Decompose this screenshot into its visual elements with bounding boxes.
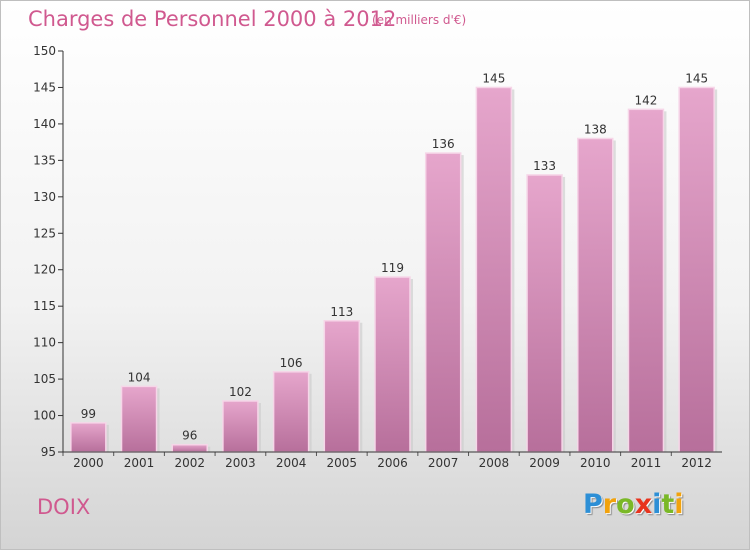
data-label: 136 (432, 137, 455, 151)
y-tick-label: 100 (33, 409, 56, 423)
y-tick-label: 105 (33, 372, 56, 386)
x-tick-label: 2007 (428, 456, 459, 470)
x-tick-label: 2012 (681, 456, 712, 470)
chart-subtitle: (en milliers d'€) (372, 13, 467, 27)
bar-2000 (70, 422, 107, 453)
logo-letter: t (661, 489, 675, 520)
data-label: 102 (229, 385, 252, 399)
bars-group (70, 86, 718, 453)
x-tick-label: 2009 (529, 456, 560, 470)
x-tick-label: 2002 (174, 456, 205, 470)
bar-2012 (678, 86, 715, 453)
x-tick-label: 2010 (580, 456, 611, 470)
x-tick-label: 2003 (225, 456, 256, 470)
data-label: 119 (381, 261, 404, 275)
data-label: 142 (635, 93, 658, 107)
x-tick-label: 2008 (479, 456, 510, 470)
labels-group: 99 2000 104 2001 96 2002 102 2003 106 2004 113 2005… (33, 44, 712, 470)
data-label: 104 (128, 370, 151, 384)
data-label: 113 (330, 305, 353, 319)
bar-2009 (526, 174, 563, 453)
bar-2003 (222, 400, 259, 453)
x-tick-label: 2001 (124, 456, 155, 470)
y-tick-label: 120 (33, 263, 56, 277)
logo-letter: i (674, 489, 684, 520)
logo-letter: x (634, 489, 653, 520)
axes-group (58, 50, 722, 456)
y-tick-label: 140 (33, 117, 56, 131)
bar-2008 (475, 86, 513, 453)
x-tick-label: 2006 (377, 456, 408, 470)
data-label: 133 (533, 159, 556, 173)
data-label: 145 (482, 71, 505, 85)
data-label: 138 (584, 122, 607, 136)
y-tick-label: 95 (41, 445, 56, 459)
data-label: 106 (280, 356, 303, 370)
data-label: 96 (182, 429, 197, 443)
logo-letter: o (616, 489, 635, 520)
data-label: 145 (685, 71, 708, 85)
y-tick-label: 150 (33, 44, 56, 58)
y-tick-label: 135 (33, 153, 56, 167)
y-tick-label: 130 (33, 190, 56, 204)
bar-2004 (272, 371, 310, 453)
x-tick-label: 2004 (276, 456, 307, 470)
bar-2001 (120, 385, 158, 453)
bar-2011 (627, 108, 665, 453)
y-tick-label: 115 (33, 299, 56, 313)
logo-letter: r (602, 489, 617, 520)
x-tick-label: 2011 (631, 456, 662, 470)
bar-2005 (323, 320, 361, 453)
y-tick-label: 125 (33, 226, 56, 240)
proxiti-logo: Proxiti (583, 489, 684, 520)
bar-2006 (374, 276, 411, 453)
y-tick-label: 145 (33, 80, 56, 94)
chart-title: Charges de Personnel 2000 à 2012 (28, 7, 397, 31)
x-tick-label: 2000 (73, 456, 104, 470)
bar-2007 (424, 152, 462, 453)
data-label: 99 (81, 407, 96, 421)
x-tick-label: 2005 (327, 456, 358, 470)
commune-name: DOIX (37, 495, 91, 519)
logo-letter: i (652, 489, 662, 520)
bar-2010 (577, 137, 614, 453)
bar-2002 (171, 443, 208, 453)
logo-letter: P (583, 489, 603, 520)
y-tick-label: 110 (33, 336, 56, 350)
